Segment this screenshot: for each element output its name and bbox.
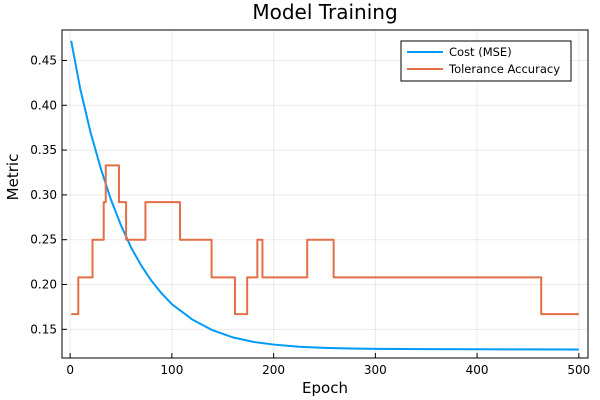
y-tick-label: 0.15	[30, 322, 57, 336]
x-tick-label: 0	[66, 363, 74, 377]
legend-label-cost: Cost (MSE)	[449, 45, 512, 59]
series-lines	[70, 40, 579, 351]
legend-box	[400, 40, 572, 82]
x-tick-label: 200	[262, 363, 285, 377]
x-tick-label: 400	[466, 363, 489, 377]
plot-frame	[61, 29, 589, 359]
y-tick-label: 0.30	[30, 188, 57, 202]
legend: Cost (MSE) Tolerance Accuracy	[400, 40, 572, 82]
x-tick-label: 500	[567, 363, 590, 377]
series-line-accuracy	[71, 164, 579, 316]
x-ticks: 0 100 200 300 400 500	[66, 353, 590, 377]
y-tick-label: 0.35	[30, 143, 57, 157]
x-tick-label: 300	[364, 363, 387, 377]
legend-label-accuracy: Tolerance Accuracy	[448, 62, 560, 76]
series-line-cost	[70, 40, 579, 351]
y-tick-label: 0.25	[30, 233, 57, 247]
chart-title: Model Training	[252, 0, 397, 24]
x-axis-label: Epoch	[302, 379, 348, 397]
y-tick-label: 0.45	[30, 53, 57, 67]
y-axis-label: Metric	[4, 154, 22, 201]
y-tick-label: 0.40	[30, 98, 57, 112]
y-ticks: 0.15 0.20 0.25 0.30 0.35 0.40 0.45	[30, 53, 67, 336]
x-tick-label: 100	[160, 363, 183, 377]
y-tick-label: 0.20	[30, 278, 57, 292]
